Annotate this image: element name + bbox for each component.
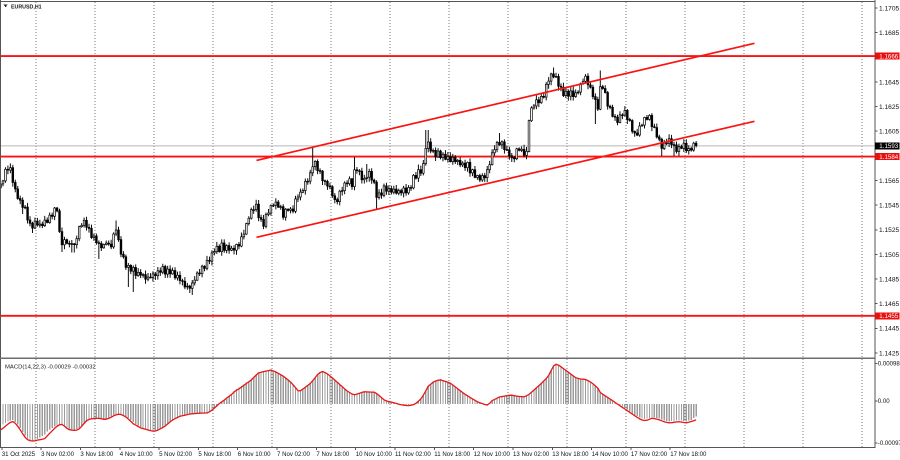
svg-text:12 Nov 10:00: 12 Nov 10:00 [474,451,511,458]
svg-text:1.1593: 1.1593 [879,143,898,150]
svg-text:11 Nov 02:00: 11 Nov 02:00 [395,451,431,458]
svg-text:1.1645: 1.1645 [879,79,900,86]
svg-text:1.1525: 1.1525 [879,227,900,234]
svg-text:1.1605: 1.1605 [879,129,900,136]
svg-text:10 Nov 10:00: 10 Nov 10:00 [356,451,393,458]
svg-text:3 Nov 02:00: 3 Nov 02:00 [41,451,74,458]
svg-text:7 Nov 02:00: 7 Nov 02:00 [277,451,310,458]
svg-text:13 Nov 18:00: 13 Nov 18:00 [552,451,589,458]
svg-text:14 Nov 10:00: 14 Nov 10:00 [592,451,629,458]
svg-text:1.1505: 1.1505 [879,252,900,259]
svg-text:0.00: 0.00 [878,398,890,405]
svg-text:1.1565: 1.1565 [879,178,900,185]
svg-text:1.1465: 1.1465 [879,301,900,308]
svg-text:1.1625: 1.1625 [879,104,900,111]
svg-text:0.00098: 0.00098 [878,361,900,368]
svg-text:1.1485: 1.1485 [879,276,900,283]
svg-text:1.1545: 1.1545 [879,203,900,210]
svg-text:1.1445: 1.1445 [879,326,900,333]
svg-text:1.1425: 1.1425 [879,350,900,357]
svg-text:-0.00097: -0.00097 [878,440,900,447]
svg-text:4 Nov 10:00: 4 Nov 10:00 [120,451,153,458]
svg-text:1.1666: 1.1666 [879,53,898,60]
svg-text:1.1455: 1.1455 [879,313,898,320]
svg-text:1.1705: 1.1705 [879,5,900,12]
svg-text:13 Nov 02:00: 13 Nov 02:00 [513,451,550,458]
svg-text:17 Nov 02:00: 17 Nov 02:00 [631,451,668,458]
svg-text:1.1584: 1.1584 [879,154,898,161]
svg-text:6 Nov 10:00: 6 Nov 10:00 [238,451,271,458]
svg-text:17 Nov 18:00: 17 Nov 18:00 [670,451,707,458]
svg-text:5 Nov 18:00: 5 Nov 18:00 [198,451,231,458]
svg-text:EURUSD,H1: EURUSD,H1 [11,5,42,11]
svg-text:11 Nov 18:00: 11 Nov 18:00 [434,451,470,458]
svg-text:1.1685: 1.1685 [879,30,900,37]
svg-text:MACD(14,22,3) -0.00029 -0.0003: MACD(14,22,3) -0.00029 -0.00032 [5,365,96,371]
svg-text:5 Nov 02:00: 5 Nov 02:00 [159,451,192,458]
svg-text:7 Nov 18:00: 7 Nov 18:00 [316,451,349,458]
svg-text:31 Oct 2025: 31 Oct 2025 [2,451,36,458]
svg-text:3 Nov 18:00: 3 Nov 18:00 [80,451,113,458]
